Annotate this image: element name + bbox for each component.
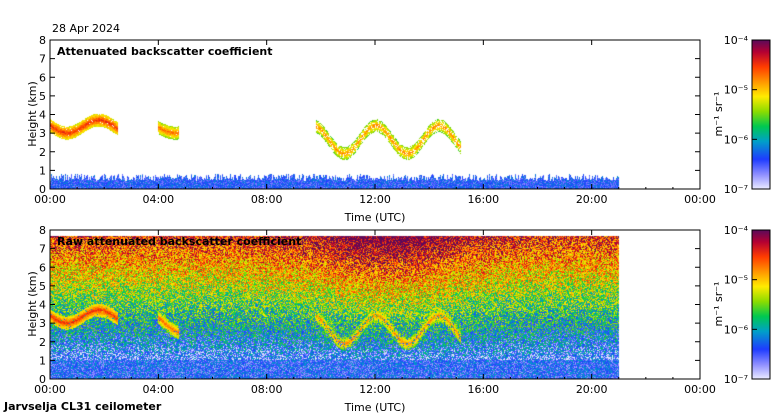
- y-tick-label: 7: [39, 243, 46, 256]
- heatmap-attenuated: [50, 40, 700, 189]
- y-tick-label: 5: [39, 280, 46, 293]
- y-tick-label: 2: [39, 336, 46, 349]
- y-tick-label: 3: [39, 127, 46, 140]
- y-tick-label: 3: [39, 317, 46, 330]
- y-tick-label: 8: [39, 34, 46, 47]
- y-tick-label: 6: [39, 261, 46, 274]
- x-tick-label: 04:00: [142, 193, 174, 206]
- panel-raw: Raw attenuated backscatter coefficient 0…: [26, 224, 716, 414]
- x-axis-label: Time (UTC): [344, 211, 406, 224]
- x-axis-label: Time (UTC): [344, 401, 406, 414]
- colorbar-tick-label: 10⁻⁶: [724, 323, 749, 336]
- y-tick-label: 7: [39, 53, 46, 66]
- colorbar-gradient: [751, 229, 771, 380]
- x-tick-label: 08:00: [251, 193, 283, 206]
- colorbar-bottom: 10⁻⁴ 10⁻⁵ 10⁻⁶ 10⁻⁷ m⁻¹ sr⁻¹: [712, 224, 771, 386]
- x-tick-label: 20:00: [576, 193, 608, 206]
- y-tick-label: 4: [39, 299, 46, 312]
- colorbar-tick-label: 10⁻⁶: [724, 133, 749, 146]
- y-tick-label: 2: [39, 146, 46, 159]
- x-tick-label: 12:00: [359, 193, 391, 206]
- heatmap-raw: [50, 230, 700, 379]
- y-tick-label: 0: [39, 373, 46, 386]
- colorbar-tick-label: 10⁻⁷: [724, 183, 748, 196]
- y-tick-label: 6: [39, 71, 46, 84]
- y-tick-label: 1: [39, 164, 46, 177]
- y-tick-label: 4: [39, 109, 46, 122]
- station-footer: Jarvselja CL31 ceilometer: [4, 400, 162, 413]
- colorbar-unit: m⁻¹ sr⁻¹: [712, 282, 725, 327]
- x-tick-label: 16:00: [467, 193, 499, 206]
- colorbar-unit: m⁻¹ sr⁻¹: [712, 92, 725, 137]
- x-tick-label: 00:00: [34, 193, 66, 206]
- y-tick-label: 5: [39, 90, 46, 103]
- colorbar-tick-label: 10⁻⁴: [724, 34, 749, 47]
- colorbar-tick-label: 10⁻⁷: [724, 373, 748, 386]
- y-tick-label: 0: [39, 183, 46, 196]
- x-tick-label: 00:00: [684, 383, 716, 396]
- panel-title: Raw attenuated backscatter coefficient: [57, 235, 301, 248]
- x-tick-label: 12:00: [359, 383, 391, 396]
- colorbar-tick-label: 10⁻⁴: [724, 224, 749, 237]
- y-axis-label: Height (km): [26, 271, 39, 337]
- x-tick-label: 20:00: [576, 383, 608, 396]
- y-axis-label: Height (km): [26, 81, 39, 147]
- panel-attenuated: Attenuated backscatter coefficient 00:00…: [26, 34, 716, 224]
- axes: 00:00 04:00 08:00 12:00 16:00 20:00 00:0001234…: [34, 34, 716, 206]
- colorbar-tick-label: 10⁻⁵: [724, 274, 748, 287]
- colorbar-gradient: [751, 39, 771, 190]
- panel-title: Attenuated backscatter coefficient: [57, 45, 273, 58]
- date-label: 28 Apr 2024: [52, 22, 120, 35]
- colorbar-top: 10⁻⁴ 10⁻⁵ 10⁻⁶ 10⁻⁷ m⁻¹ sr⁻¹: [712, 34, 771, 196]
- x-tick-label: 00:00: [684, 193, 716, 206]
- x-tick-label: 00:00: [34, 383, 66, 396]
- x-tick-label: 16:00: [467, 383, 499, 396]
- colorbar-tick-label: 10⁻⁵: [724, 84, 748, 97]
- y-tick-label: 8: [39, 224, 46, 237]
- y-tick-label: 1: [39, 354, 46, 367]
- x-tick-label: 04:00: [142, 383, 174, 396]
- x-tick-label: 08:00: [251, 383, 283, 396]
- axes: 00:00 04:00 08:00 12:00 16:00 20:00 00:0001234…: [34, 224, 716, 396]
